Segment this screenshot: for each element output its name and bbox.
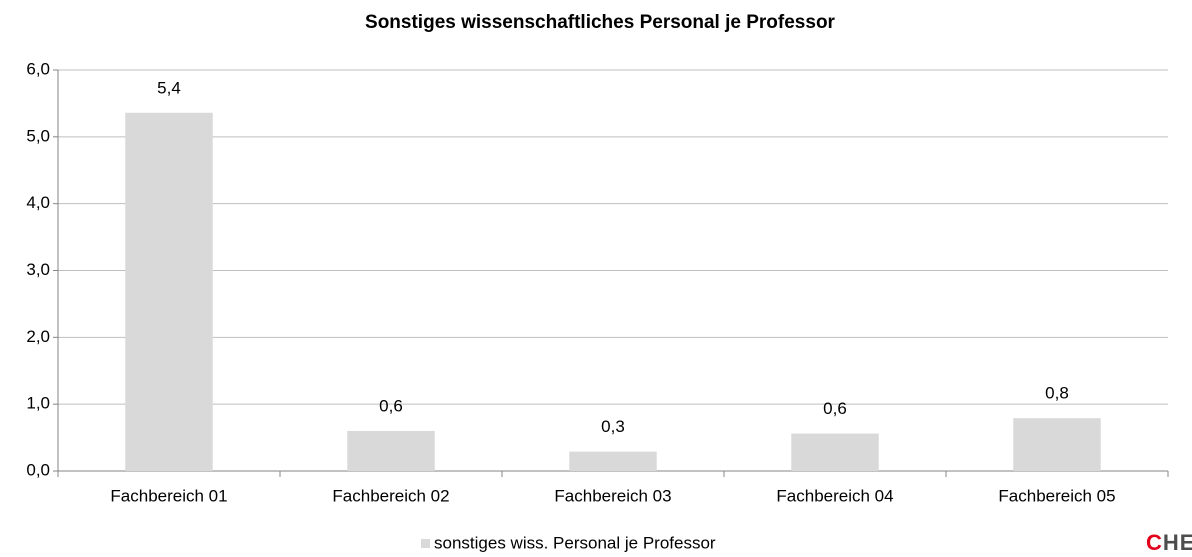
bar — [125, 112, 213, 472]
x-tick-label: Fachbereich 02 — [332, 486, 449, 505]
legend-swatch — [421, 539, 430, 548]
bar — [1013, 418, 1101, 471]
chart-title: Sonstiges wissenschaftliches Personal je… — [365, 12, 836, 33]
y-tick-label: 0,0 — [26, 460, 50, 479]
x-tick-label: Fachbereich 04 — [776, 486, 893, 505]
x-tick-label: Fachbereich 03 — [554, 486, 671, 505]
y-tick-label: 3,0 — [26, 260, 50, 279]
y-tick-label: 1,0 — [26, 394, 50, 413]
x-tick-label: Fachbereich 01 — [110, 486, 227, 505]
y-tick-label: 5,0 — [26, 126, 50, 145]
data-label: 0,6 — [823, 399, 847, 418]
data-label: 5,4 — [157, 78, 181, 97]
data-label: 0,3 — [601, 417, 625, 436]
data-label: 0,8 — [1045, 384, 1069, 403]
y-tick-label: 4,0 — [26, 193, 50, 212]
y-tick-label: 6,0 — [26, 59, 50, 78]
bar — [569, 451, 657, 471]
legend-label: sonstiges wiss. Personal je Professor — [434, 533, 716, 552]
bar — [791, 433, 879, 471]
logo: CHE — [1146, 530, 1192, 555]
y-tick-label: 2,0 — [26, 327, 50, 346]
data-label: 0,6 — [379, 396, 403, 415]
x-tick-label: Fachbereich 05 — [998, 486, 1115, 505]
bar — [347, 430, 435, 471]
